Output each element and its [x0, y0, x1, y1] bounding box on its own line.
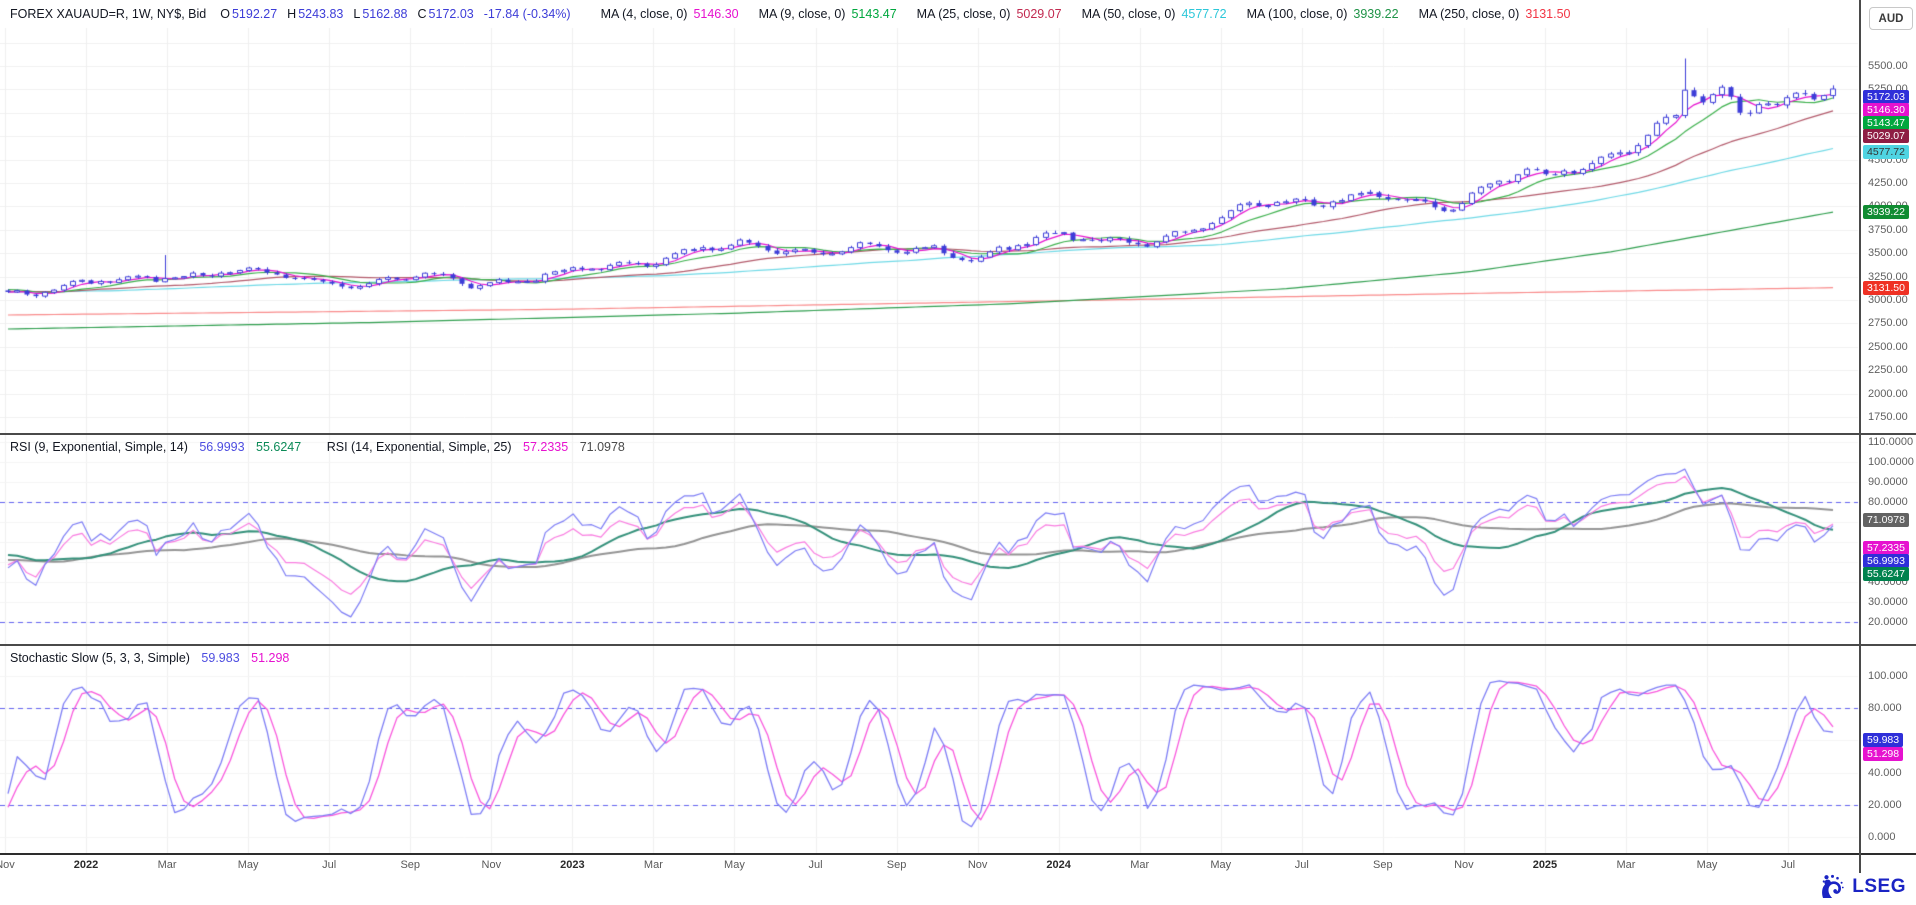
axis-tick-label: 3000.00: [1868, 294, 1908, 306]
price-label-badge: 3131.50: [1863, 280, 1909, 295]
time-axis-label: Nov: [1454, 859, 1474, 871]
high-value: H 5243.83: [287, 7, 344, 21]
axis-tick-label: 3500.00: [1868, 247, 1908, 260]
axis-tick-label: 110.0000: [1868, 436, 1914, 448]
time-axis-label: May: [1696, 859, 1718, 871]
axis-tick-label: 2250.00: [1868, 364, 1908, 377]
ma50-legend[interactable]: MA (50, close, 0) 4577.72: [1081, 7, 1227, 21]
axis-tick-label: 2750.00: [1868, 317, 1908, 330]
price-label-badge: 57.2335: [1863, 540, 1909, 555]
ma4-legend[interactable]: MA (4, close, 0) 5146.30: [600, 7, 739, 21]
time-axis-label: Mar: [643, 859, 663, 871]
time-axis-label: Jul: [322, 859, 337, 871]
time-axis-label: May: [1210, 859, 1232, 871]
open-value: O 5192.27: [220, 7, 278, 21]
time-axis-label: Jul: [1781, 859, 1796, 871]
axis-tick-label: 2000.00: [1868, 387, 1908, 400]
lseg-logo-text: LSEG: [1852, 875, 1906, 897]
price-label-badge: 5143.47: [1863, 115, 1909, 130]
time-axis-label: Nov: [967, 859, 988, 871]
price-label-badge: 71.0978: [1863, 512, 1909, 527]
rsi-value-2: 55.6247: [256, 440, 302, 454]
price-label-badge: 4577.72: [1863, 145, 1909, 160]
close-value: C 5172.03: [417, 7, 474, 21]
time-axis-label: May: [237, 859, 259, 871]
time-axis-label: Jul: [1294, 859, 1309, 871]
axis-tick-label: 80.000: [1868, 702, 1902, 715]
price-axis-separator[interactable]: [1859, 0, 1861, 873]
rsi-panel-title[interactable]: RSI (9, Exponential, Simple, 14) 56.9993…: [10, 440, 633, 454]
axis-tick-label: 0.000: [1868, 831, 1896, 843]
price-label-badge: 56.9993: [1863, 553, 1909, 568]
rsi-value-1: 56.9993: [199, 440, 245, 454]
price-label-badge: 5029.07: [1863, 128, 1909, 143]
ma25-legend[interactable]: MA (25, close, 0) 5029.07: [916, 7, 1062, 21]
symbol-title[interactable]: FOREX XAUAUD=R, 1W, NY$, Bid: [10, 7, 207, 21]
time-axis-label: 2022: [73, 859, 99, 871]
axis-tick-label: 3250.00: [1868, 270, 1908, 283]
panel-separator-rsi-stoch[interactable]: [0, 644, 1916, 646]
time-axis-label: Sep: [886, 859, 907, 871]
price-label-badge: 51.298: [1863, 747, 1904, 762]
price-label-badge: 5146.30: [1863, 102, 1909, 117]
price-label-badge: 59.983: [1863, 733, 1904, 748]
lseg-lion-icon: [1819, 874, 1846, 899]
panel-separator-main-rsi[interactable]: [0, 433, 1916, 435]
stoch-value-d: 51.298: [251, 651, 290, 665]
axis-tick-label: 3750.00: [1868, 223, 1908, 236]
rsi-title-1: RSI (9, Exponential, Simple, 14): [10, 440, 188, 454]
time-axis-label: Mar: [157, 859, 177, 871]
ma250-legend[interactable]: MA (250, close, 0) 3131.50: [1418, 7, 1571, 21]
axis-tick-label: 80.0000: [1868, 496, 1908, 508]
time-axis-label: 2024: [1046, 859, 1071, 871]
stoch-title: Stochastic Slow (5, 3, 3, Simple): [10, 651, 190, 665]
price-label-badge: 3939.22: [1863, 205, 1909, 220]
time-axis-label: Jul: [808, 859, 823, 871]
rsi-value-3: 57.2335: [523, 440, 569, 454]
time-axis-label: Sep: [1373, 859, 1393, 871]
stochastic-panel-title[interactable]: Stochastic Slow (5, 3, 3, Simple) 59.983…: [10, 651, 297, 665]
time-axis-label: Nov: [0, 859, 15, 871]
axis-tick-label: 20.0000: [1868, 616, 1908, 628]
time-axis-label: 2023: [560, 859, 585, 871]
rsi-value-4: 71.0978: [579, 440, 625, 454]
time-axis-label: 2025: [1532, 859, 1558, 871]
low-value: L 5162.88: [353, 7, 408, 21]
rsi-title-2: RSI (14, Exponential, Simple, 25): [326, 440, 512, 454]
axis-tick-label: 5500.00: [1868, 60, 1908, 72]
ma9-legend[interactable]: MA (9, close, 0) 5143.47: [758, 7, 897, 21]
axis-tick-label: 100.000: [1868, 670, 1908, 682]
axis-tick-label: 40.000: [1868, 766, 1902, 779]
ma100-legend[interactable]: MA (100, close, 0) 3939.22: [1246, 7, 1399, 21]
time-axis-label: Sep: [400, 859, 421, 871]
price-label-badge: 5172.03: [1863, 89, 1909, 104]
axis-tick-label: 100.0000: [1868, 456, 1914, 468]
axis-tick-label: 20.000: [1868, 798, 1902, 811]
stoch-value-k: 59.983: [201, 651, 240, 665]
axis-tick-label: 90.0000: [1868, 476, 1908, 488]
time-axis-label: Mar: [1616, 859, 1636, 871]
time-axis-label: May: [724, 859, 745, 871]
currency-selector-button[interactable]: AUD: [1869, 7, 1913, 30]
axis-tick-label: 1750.00: [1868, 411, 1908, 423]
time-axis-label: Mar: [1130, 859, 1150, 871]
axis-tick-label: 4250.00: [1868, 177, 1908, 189]
price-label-badge: 55.6247: [1863, 566, 1909, 581]
change-value: -17.84 (-0.34%): [483, 7, 571, 21]
time-axis-label: Nov: [481, 859, 502, 871]
lseg-logo: LSEG: [1819, 874, 1906, 899]
time-axis-line: [0, 853, 1916, 855]
axis-tick-label: 2500.00: [1868, 340, 1908, 353]
axis-tick-label: 30.0000: [1868, 596, 1908, 608]
